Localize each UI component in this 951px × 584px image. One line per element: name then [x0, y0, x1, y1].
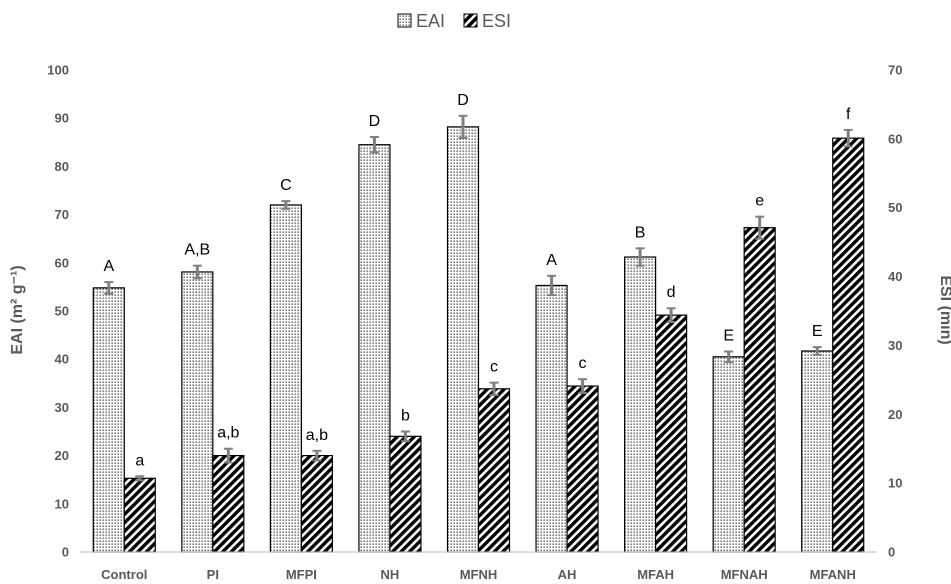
y-axis-label-left: EAI (m² g⁻¹): [9, 265, 26, 354]
significance-label: A: [103, 258, 114, 275]
y-tick-label-left: 0: [62, 545, 69, 560]
y-tick-label-right: 50: [888, 200, 902, 215]
y-tick-label-left: 50: [55, 304, 69, 319]
error-bars: [104, 114, 853, 482]
legend-swatch-eai: [397, 13, 412, 28]
x-tick-label: PI: [207, 567, 219, 582]
significance-label: a,b: [217, 425, 239, 442]
y-tick-label-right: 40: [888, 269, 902, 284]
x-tick-label: NH: [381, 567, 400, 582]
significance-label: E: [812, 323, 823, 340]
right-axis-ticks: 0 10 20 30 40 50 60 70: [888, 63, 902, 560]
significance-label: f: [846, 106, 851, 123]
bar-esi: [743, 227, 776, 553]
bar-eai: [269, 204, 302, 553]
bar-esi: [300, 455, 333, 553]
y-tick-label-left: 40: [55, 352, 69, 367]
x-tick-label: AH: [558, 567, 577, 582]
legend: EAI ESI: [397, 11, 511, 31]
bar-eai: [181, 271, 214, 553]
significance-label: a: [135, 452, 144, 469]
category-labels: Control PI MFPI NH MFNH AH MFAH MFNAH MFANH: [101, 567, 856, 582]
significance-label: A: [546, 252, 557, 269]
y-tick-label-right: 10: [888, 476, 902, 491]
y-tick-label-left: 80: [55, 159, 69, 174]
x-tick-label: MFNAH: [721, 567, 768, 582]
bar-esi: [655, 314, 688, 553]
y-tick-label-right: 0: [888, 545, 895, 560]
significance-label: A,B: [184, 242, 210, 259]
left-axis-ticks: 0 10 20 30 40 50 60 70 80 90 100: [47, 63, 69, 560]
y-tick-label-right: 60: [888, 131, 902, 146]
bar-esi: [566, 385, 599, 553]
y-axis-label-right: ESI (min): [937, 275, 951, 344]
significance-label: c: [490, 359, 498, 376]
bar-eai: [712, 356, 745, 553]
significance-label: D: [369, 113, 381, 130]
y-tick-label-left: 30: [55, 400, 69, 415]
y-tick-label-right: 30: [888, 338, 902, 353]
x-tick-label: MFNH: [460, 567, 498, 582]
bar-esi: [477, 388, 511, 553]
legend-label-eai: EAI: [416, 11, 445, 31]
y-tick-label-left: 20: [55, 448, 69, 463]
bar-eai: [446, 126, 480, 553]
significance-label: b: [401, 408, 410, 425]
y-tick-label-right: 20: [888, 407, 902, 422]
significance-label: B: [635, 224, 646, 241]
significance-label: D: [457, 92, 469, 109]
bar-eai: [92, 287, 125, 553]
y-tick-label-left: 70: [55, 207, 69, 222]
y-tick-label-left: 10: [55, 496, 69, 511]
y-tick-label-left: 60: [55, 255, 69, 270]
bar-esi: [389, 435, 422, 553]
significance-label: a,b: [306, 427, 328, 444]
significance-label: E: [723, 327, 734, 344]
bar-eai: [801, 350, 834, 553]
bar-esi: [212, 455, 245, 553]
legend-label-esi: ESI: [482, 11, 511, 31]
bar-esi: [832, 137, 865, 553]
significance-label: d: [667, 284, 676, 301]
x-tick-label: MFANH: [810, 567, 856, 582]
significance-label: e: [755, 193, 764, 210]
x-tick-label: MFAH: [637, 567, 674, 582]
bar-eai: [358, 144, 391, 553]
y-tick-label-left: 90: [55, 111, 69, 126]
x-tick-label: MFPI: [286, 567, 317, 582]
significance-label: C: [280, 177, 292, 194]
bar-eai: [624, 256, 657, 553]
bars: [92, 126, 865, 553]
bar-eai: [535, 284, 568, 553]
legend-swatch-esi: [463, 13, 478, 28]
y-tick-label-left: 100: [47, 63, 69, 78]
significance-label: c: [579, 355, 587, 372]
y-tick-label-right: 70: [888, 63, 902, 78]
bar-esi: [123, 477, 156, 553]
x-tick-label: Control: [101, 567, 147, 582]
significance-labels: Aa A,B a,b Ca,b Db Dc Ac Bd Ee Ef: [103, 92, 851, 469]
